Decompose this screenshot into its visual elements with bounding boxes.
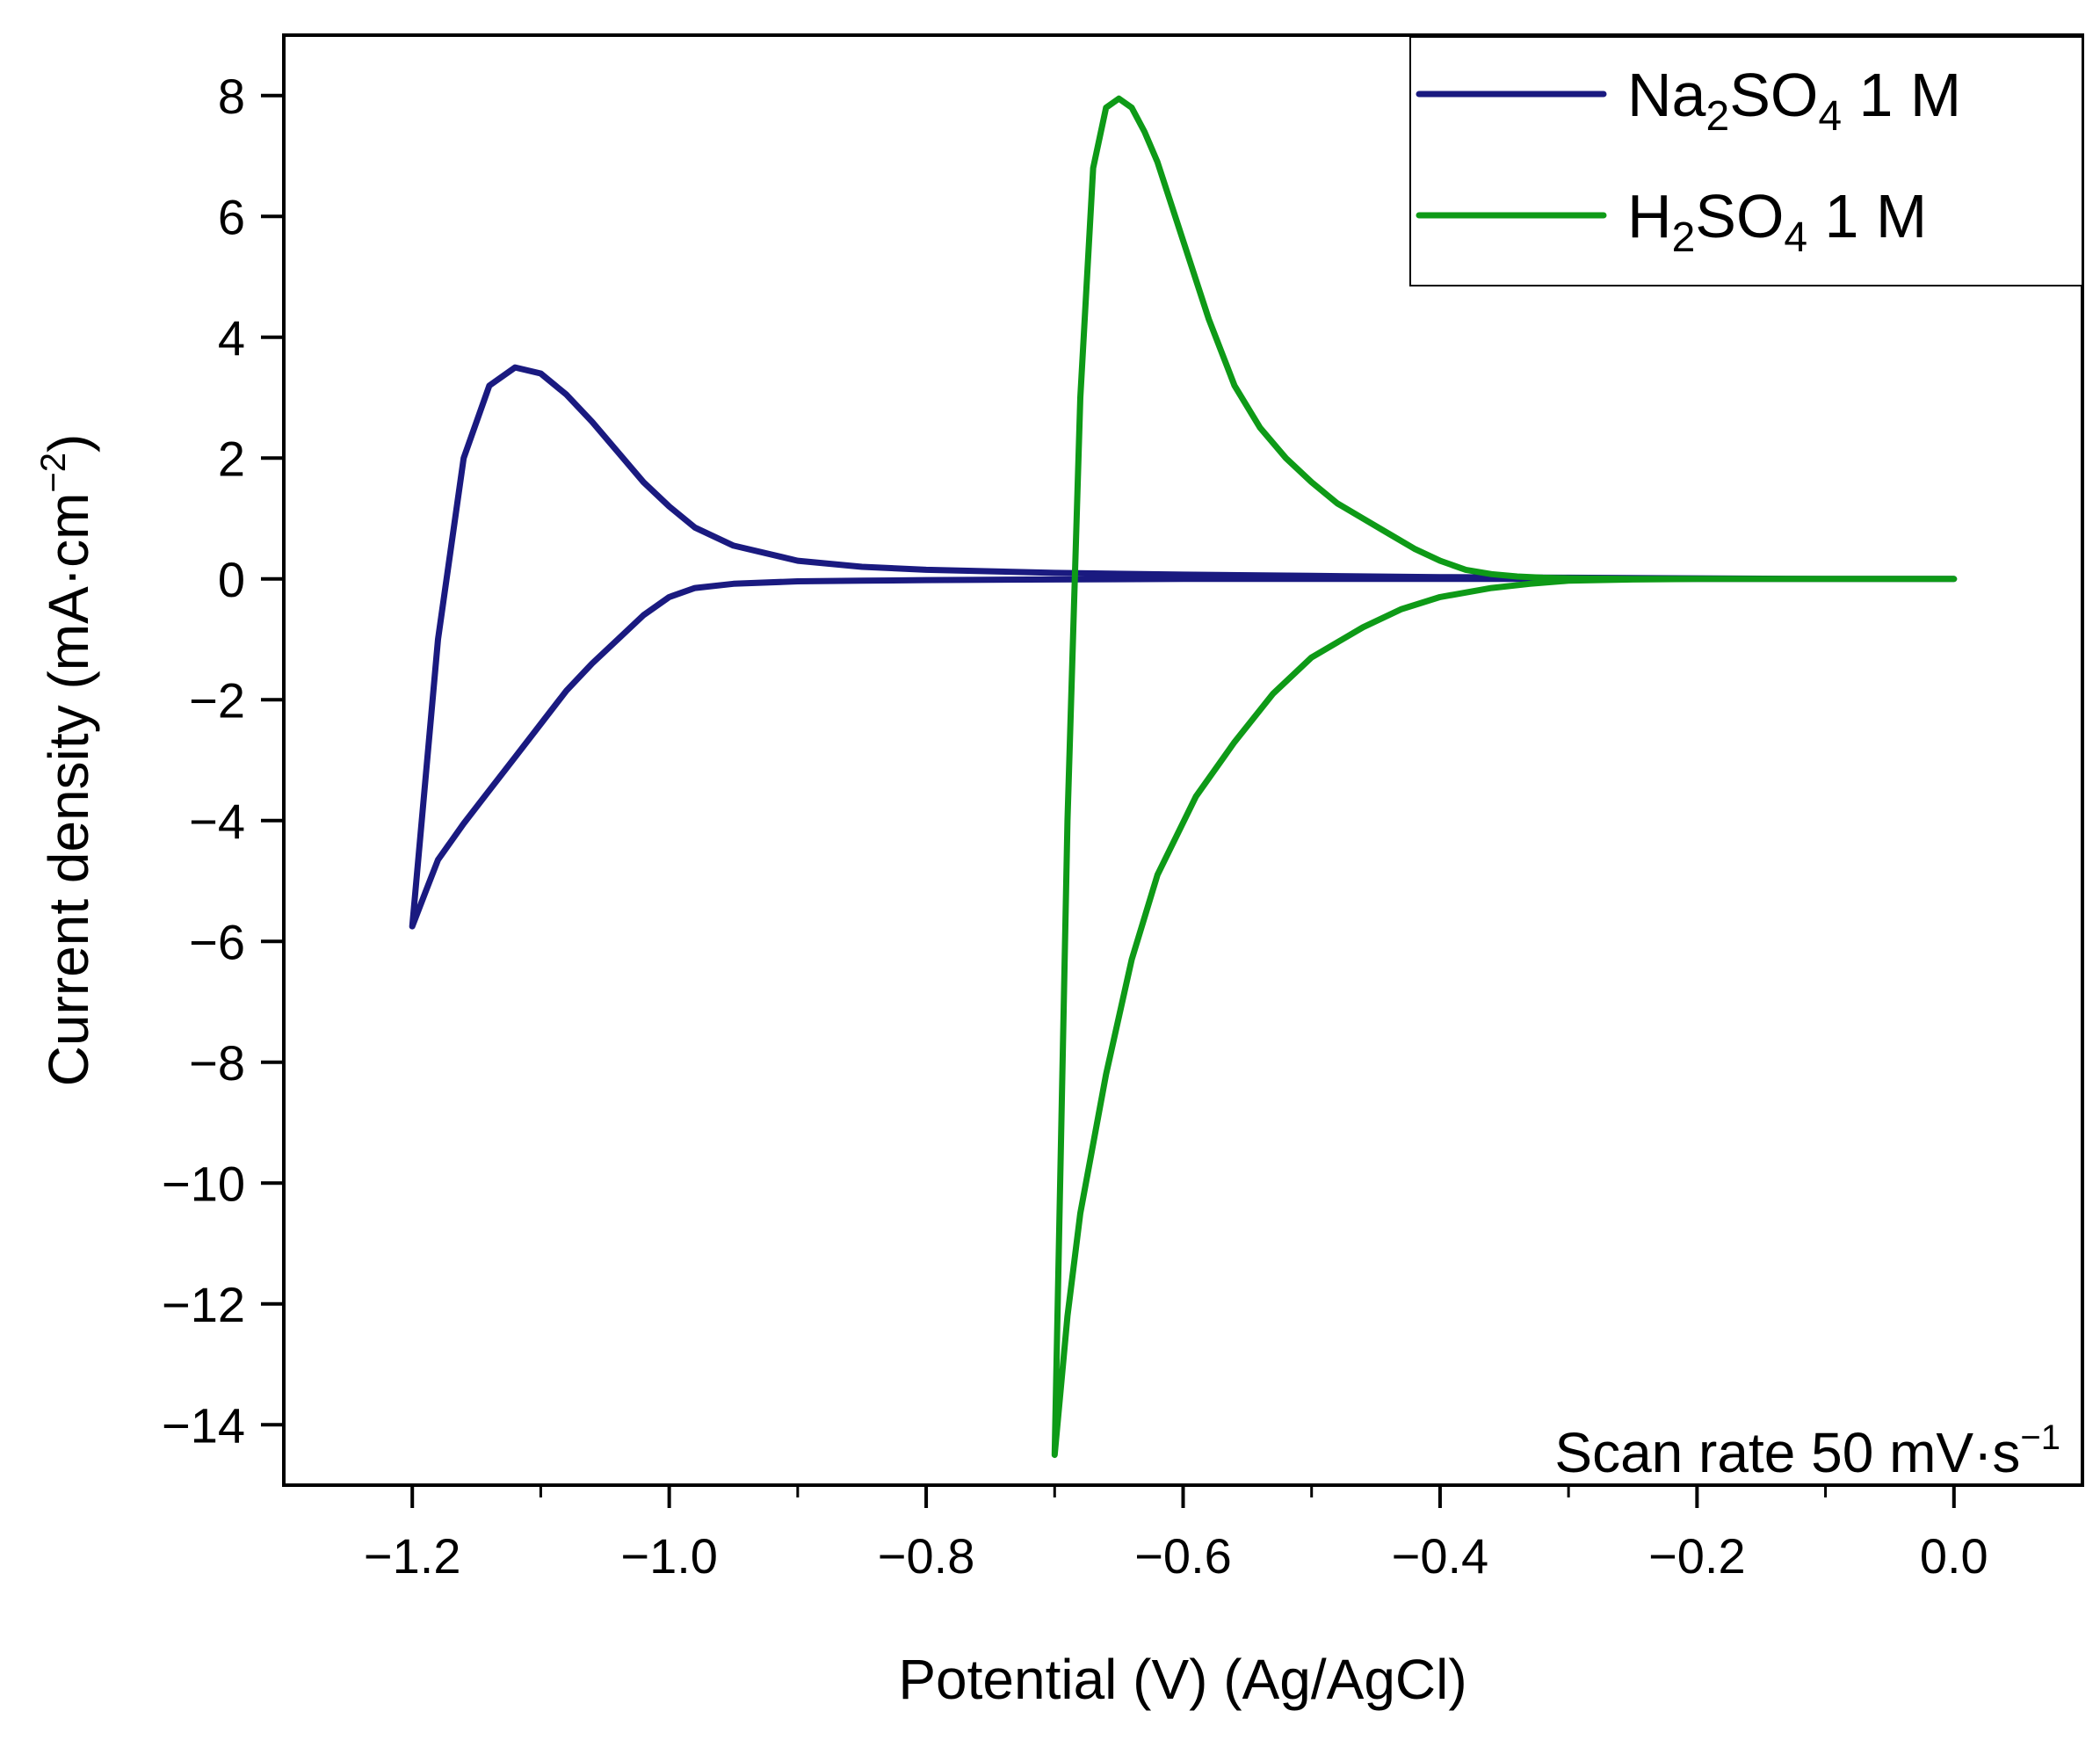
y-tick-label: −8 xyxy=(189,1035,245,1091)
series-line-h2so4 xyxy=(1051,95,1958,1459)
series-line-na2so4 xyxy=(409,364,1958,930)
y-tick-label: −6 xyxy=(189,914,245,969)
y-tick-label: −12 xyxy=(162,1277,245,1332)
y-tick-label: −2 xyxy=(189,672,245,728)
x-tick-label: −0.8 xyxy=(878,1528,975,1584)
y-axis-title: Current density (mA·cm−2) xyxy=(34,434,100,1087)
y-axis-ticks: 8 6 4 2 0 −2 −4 −6 −8 −10 −12 −14 xyxy=(162,69,284,1453)
x-tick-label: −0.2 xyxy=(1648,1528,1746,1584)
x-axis-title: Potential (V) (Ag/AgCl) xyxy=(898,1648,1466,1711)
y-axis-title-exponent: −2 xyxy=(34,453,73,493)
y-tick-label: 8 xyxy=(218,69,245,124)
series-layer xyxy=(409,95,1958,1459)
scan-rate-annotation: Scan rate 50 mV·s−1 xyxy=(1554,1418,2060,1484)
legend: Na2SO4 1 M H2SO4 1 M xyxy=(1409,36,2083,286)
legend-label-na2so4: Na2SO4 1 M xyxy=(1627,61,1961,140)
y-axis-title-close: ) xyxy=(37,434,100,453)
y-tick-label: 4 xyxy=(218,310,245,366)
x-axis-ticks: −1.2 −1.0 −0.8 −0.6 −0.4 −0.2 0.0 xyxy=(364,1485,1988,1584)
y-tick-label: 6 xyxy=(218,189,245,244)
legend-box xyxy=(1409,36,2083,286)
x-tick-label: 0.0 xyxy=(1920,1528,1988,1584)
y-tick-label: 0 xyxy=(218,552,245,607)
y-tick-label: −10 xyxy=(162,1156,245,1211)
y-tick-label: −14 xyxy=(162,1397,245,1453)
y-tick-label: 2 xyxy=(218,431,245,486)
x-tick-label: −1.2 xyxy=(364,1528,461,1584)
x-tick-label: −1.0 xyxy=(620,1528,718,1584)
x-tick-label: −0.6 xyxy=(1134,1528,1232,1584)
x-tick-label: −0.4 xyxy=(1392,1528,1489,1584)
y-axis-title-main: Current density (mA·cm xyxy=(37,493,100,1087)
y-tick-label: −4 xyxy=(189,794,245,849)
legend-label-h2so4: H2SO4 1 M xyxy=(1627,182,1927,261)
